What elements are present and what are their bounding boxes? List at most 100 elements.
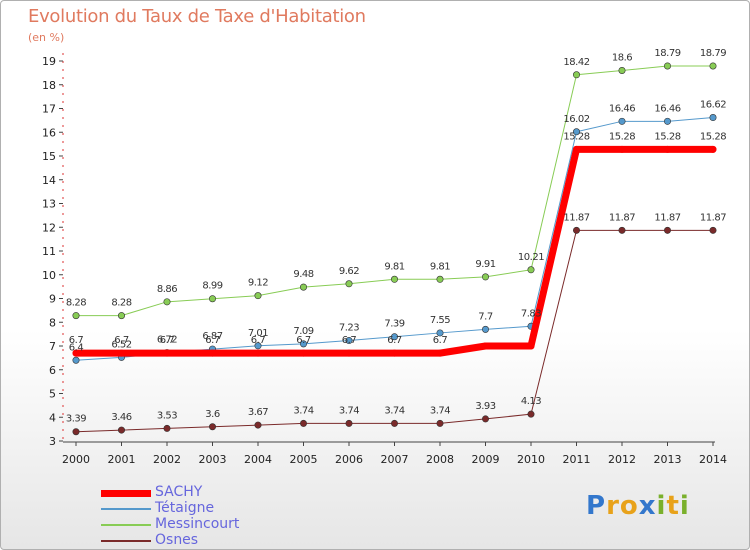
point-messincourt (163, 298, 171, 306)
data-label-messincourt: 9.12 (248, 278, 268, 289)
data-label-osnes: 3.74 (293, 405, 313, 416)
point-tetaigne (572, 128, 580, 136)
point-messincourt (663, 62, 671, 70)
x-tick-label: 2012 (608, 453, 636, 466)
point-osnes (118, 426, 126, 434)
x-tick-label: 2004 (244, 453, 272, 466)
data-label-sachy: 6.7 (205, 335, 220, 346)
data-label-osnes: 3.74 (430, 405, 450, 416)
x-tick-label: 2002 (153, 453, 181, 466)
axes: 3 4 5 6 7 8 9 10 11 12 13 14 15 16 17 18 19 2000 2001 2002 2… (42, 53, 727, 466)
data-label-tetaigne: 16.02 (563, 114, 589, 125)
point-sachy (300, 349, 307, 357)
y-tick-label: 9 (49, 293, 56, 306)
point-tetaigne (345, 337, 353, 345)
point-messincourt (299, 283, 307, 291)
data-label-sachy: 15.28 (609, 131, 635, 142)
x-tick-label: 2011 (563, 453, 591, 466)
point-messincourt (618, 67, 626, 75)
y-tick-label: 7 (49, 340, 56, 353)
x-tick-label: 2010 (517, 453, 545, 466)
point-messincourt (345, 280, 353, 288)
point-sachy (391, 349, 398, 357)
data-labels: 3.39 3.46 3.53 3.6 3.67 3.74 3.74 3.74 3.74 3.93 4… (66, 48, 727, 425)
y-tick-label: 3 (49, 435, 56, 448)
point-osnes (390, 419, 398, 427)
point-tetaigne (390, 333, 398, 341)
x-tick-label: 2000 (62, 453, 90, 466)
data-label-sachy: 6.7 (433, 335, 448, 346)
y-tick-label: 4 (49, 411, 56, 424)
data-label-messincourt: 8.28 (111, 298, 131, 309)
logo-letter: r (606, 491, 620, 521)
legend-swatch (101, 489, 151, 497)
data-label-osnes: 11.87 (563, 212, 589, 223)
series-layer (72, 62, 717, 436)
point-tetaigne (299, 340, 307, 348)
legend-label: Osnes (155, 532, 199, 548)
legend-label: SACHY (155, 484, 203, 500)
data-label-messincourt: 18.42 (563, 57, 589, 68)
legend-label: Tétaigne (155, 500, 215, 516)
data-label-messincourt: 9.91 (475, 259, 495, 270)
point-osnes (72, 428, 80, 436)
data-label-osnes: 3.39 (66, 414, 86, 425)
data-label-osnes: 3.74 (384, 405, 404, 416)
data-label-tetaigne: 7.09 (293, 326, 313, 337)
point-osnes (163, 424, 171, 432)
data-label-messincourt: 8.28 (66, 298, 86, 309)
point-tetaigne (436, 329, 444, 337)
data-label-sachy: 6.7 (387, 335, 402, 346)
point-sachy (163, 349, 171, 357)
chart-unit: (en %) (28, 31, 65, 44)
data-label-tetaigne: 6.4 (69, 342, 84, 353)
y-tick-label: 10 (42, 269, 56, 282)
data-label-sachy: 15.28 (700, 131, 726, 142)
data-label-messincourt: 18.79 (700, 48, 726, 59)
y-tick-label: 19 (42, 55, 56, 68)
data-label-tetaigne: 7.7 (478, 311, 493, 322)
point-sachy (209, 349, 216, 357)
point-sachy (573, 145, 580, 153)
data-label-osnes: 3.53 (157, 410, 177, 421)
point-sachy (709, 145, 717, 153)
y-tick-label: 12 (42, 221, 56, 234)
data-label-tetaigne: 7.23 (339, 323, 359, 334)
logo-letter: i (656, 491, 667, 521)
point-tetaigne (481, 325, 489, 333)
chart-title: Evolution du Taux de Taxe d'Habitation (28, 6, 366, 27)
data-label-tetaigne: 7.83 (521, 308, 541, 319)
point-tetaigne (618, 117, 626, 125)
point-messincourt (209, 295, 217, 303)
data-label-tetaigne: 6.87 (202, 331, 222, 342)
x-tick-label: 2008 (426, 453, 454, 466)
point-osnes (299, 419, 307, 427)
data-label-messincourt: 8.99 (202, 281, 222, 292)
x-tick-label: 2006 (335, 453, 363, 466)
x-tick-label: 2003 (199, 453, 227, 466)
x-tick-label: 2007 (381, 453, 409, 466)
data-label-osnes: 3.67 (248, 407, 268, 418)
data-label-messincourt: 9.62 (339, 266, 359, 277)
data-label-osnes: 11.87 (654, 212, 680, 223)
proxiti-logo: Proxiti (586, 491, 690, 521)
data-label-messincourt: 18.6 (612, 53, 632, 64)
legend-swatch (101, 540, 151, 542)
data-label-tetaigne: 7.55 (430, 315, 450, 326)
data-label-tetaigne: 6.52 (111, 339, 131, 350)
y-tick-label: 5 (49, 388, 56, 401)
data-label-sachy: 6.7 (251, 335, 266, 346)
point-sachy (618, 145, 626, 153)
y-tick-label: 8 (49, 316, 56, 329)
point-osnes (618, 226, 626, 234)
data-label-osnes: 3.46 (111, 412, 131, 423)
point-tetaigne (72, 356, 80, 364)
data-label-osnes: 11.87 (609, 212, 635, 223)
data-label-sachy: 6.7 (160, 335, 175, 346)
point-messincourt (481, 273, 489, 281)
point-tetaigne (663, 117, 671, 125)
data-label-sachy: 6.7 (296, 335, 311, 346)
y-tick-label: 6 (49, 364, 56, 377)
data-label-tetaigne: 16.46 (609, 103, 635, 114)
y-tick-label: 16 (42, 126, 56, 139)
